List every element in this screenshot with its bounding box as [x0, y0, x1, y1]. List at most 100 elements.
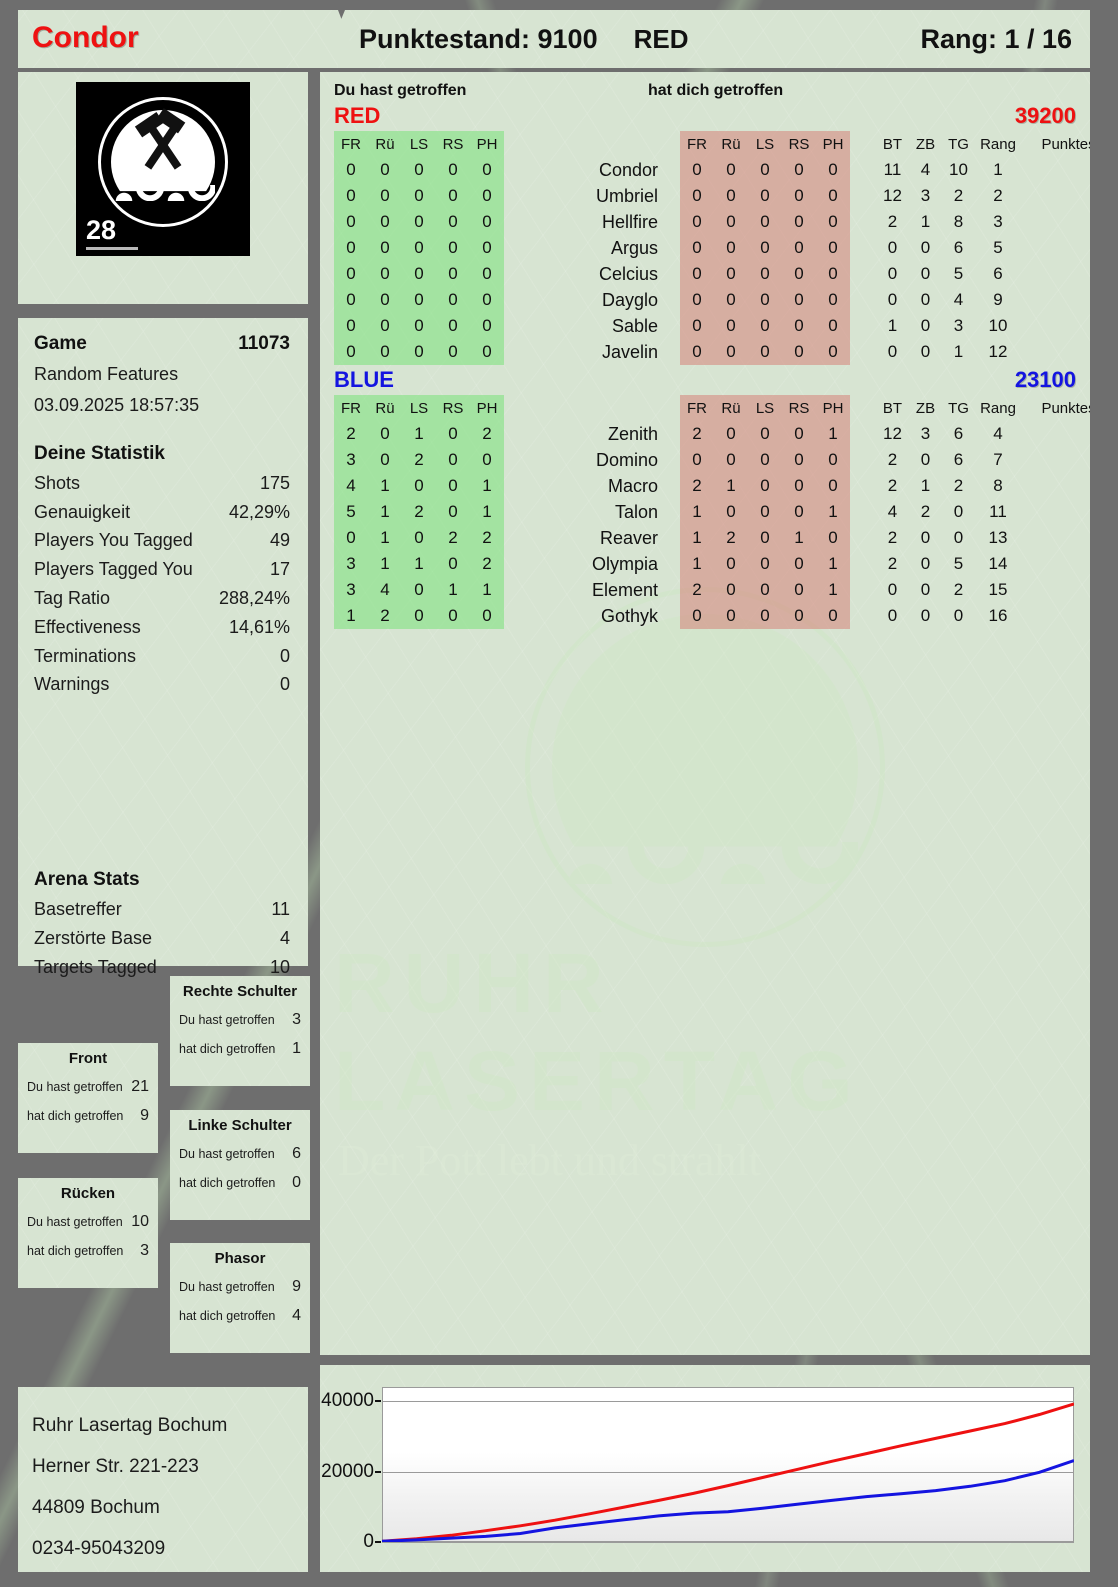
stat-value: 0 [279, 645, 290, 666]
body-part-title: Phasor [214, 1250, 266, 1267]
body-part-label: hat dich getroffen [27, 1244, 124, 1258]
cell-got-FR: 1 [680, 551, 714, 577]
table-row[interactable]: 00000Condor000001141019100 [334, 157, 1090, 183]
logo-number: 28 [86, 215, 117, 245]
cell-rang: 12 [988, 342, 1008, 361]
cell-got-Rü: 0 [714, 603, 748, 629]
col-head-zb: ZB [915, 399, 936, 417]
table-row[interactable]: 30200Domino0000020674200 [334, 447, 1090, 473]
spacer [850, 131, 876, 157]
cell-score: 2300 [1021, 525, 1090, 551]
team-name: RED [334, 103, 381, 128]
cell-got-LS: 0 [748, 287, 782, 313]
cell-got-RS: 0 [782, 473, 816, 499]
table-row[interactable]: 12000Gothyk0000000016300 [334, 603, 1090, 629]
cell-tg: 6 [953, 424, 964, 443]
table-row[interactable]: 31102Olympia10001205142200 [334, 551, 1090, 577]
chart-gridline [382, 1542, 1074, 1543]
cell-got-RS: 0 [782, 157, 816, 183]
body-part-back: Rücken Du hast getroffen 10 hat dich getrof… [18, 1178, 158, 1288]
table-header-row: FRRüLSRSPHFRRüLSRSPHBTZBTGRangPunktestan… [334, 395, 1090, 421]
game-id: 11073 [238, 333, 290, 354]
cell-hit-LS: 0 [402, 339, 436, 365]
cell-tg: 6 [953, 450, 964, 469]
cell-zb: 3 [920, 424, 931, 443]
cell-got-RS: 0 [782, 287, 816, 313]
cell-bt: 11 [883, 160, 902, 179]
cell-zb: 0 [920, 580, 931, 599]
col-head-got-LS: LS [748, 131, 782, 157]
table-row[interactable]: 20102Zenith20001123644800 [334, 421, 1090, 447]
address-line: Herner Str. 221-223 [32, 1456, 199, 1477]
game-header: Game 11073 [34, 330, 290, 359]
spacer [850, 421, 876, 447]
cell-got-RS: 0 [782, 421, 816, 447]
cell-hit-Rü: 1 [368, 551, 402, 577]
cell-hit-Rü: 0 [368, 287, 402, 313]
cell-got-Rü: 0 [714, 577, 748, 603]
cell-hit-RS: 0 [436, 421, 470, 447]
cell-rang: 10 [988, 316, 1008, 335]
table-row[interactable]: 01022Reaver12010200132300 [334, 525, 1090, 551]
cell-got-RS: 0 [782, 209, 816, 235]
cell-tg: 0 [953, 528, 964, 547]
table-row[interactable]: 51201Talon10001420113400 [334, 499, 1090, 525]
ruhr-lasertag-logo-icon: 28 [76, 82, 250, 256]
personal-stats-list: Shots 175 Genauigkeit 42,29% Players You Tag… [34, 469, 290, 699]
stat-value: 42,29% [228, 501, 290, 522]
cell-got-Rü: 0 [714, 421, 748, 447]
address-line: 0234-95043209 [32, 1538, 166, 1559]
table-row[interactable]: 00000Javelin00000001122900 [334, 339, 1090, 365]
heading-you-hit: Du hast getroffen [334, 82, 467, 99]
cell-hit-RS: 0 [436, 339, 470, 365]
cell-zb: 1 [920, 212, 931, 231]
cell-hit-PH: 2 [470, 551, 504, 577]
chart-ytick-label: 0 [363, 1531, 374, 1552]
col-head-got-LS: LS [748, 395, 782, 421]
cell-hit-PH: 0 [470, 183, 504, 209]
teams-container: RED 39200 FR Rü LS RS PH FR Rü LS RS PH BT ZB TG Rang Pu… [334, 103, 1090, 629]
table-row[interactable]: 34011Element20001002151800 [334, 577, 1090, 603]
col-head-name [540, 131, 664, 157]
cell-got-LS: 0 [748, 183, 782, 209]
cell-hit-PH: 0 [470, 157, 504, 183]
cell-hit-FR: 0 [334, 235, 368, 261]
table-row[interactable]: 00000Sable00000103103500 [334, 313, 1090, 339]
cell-hit-PH: 0 [470, 339, 504, 365]
table-row[interactable]: 00000Argus0000000654600 [334, 235, 1090, 261]
cell-rang: 1 [993, 160, 1003, 179]
cell-got-LS: 0 [748, 339, 782, 365]
cell-hit-Rü: 0 [368, 447, 402, 473]
cell-hit-FR: 0 [334, 339, 368, 365]
stat-label: Terminations [34, 645, 137, 666]
spacer [850, 157, 876, 183]
spacer [504, 261, 540, 287]
cell-got-Rü: 0 [714, 235, 748, 261]
table-row[interactable]: 00000Dayglo0000000493700 [334, 287, 1090, 313]
cell-hit-Rü: 2 [368, 603, 402, 629]
body-part-value: 1 [292, 1040, 301, 1057]
body-part-value: 6 [292, 1145, 301, 1162]
cell-got-PH: 0 [816, 209, 850, 235]
table-row[interactable]: 41001Macro2100021284100 [334, 473, 1090, 499]
cell-zb: 2 [920, 502, 931, 521]
cell-bt: 2 [887, 212, 898, 231]
cell-bt: 0 [887, 290, 898, 309]
table-row[interactable]: 00000Celcius0000000564400 [334, 261, 1090, 287]
cell-got-RS: 0 [782, 577, 816, 603]
table-row[interactable]: 00000Umbriel00000123225700 [334, 183, 1090, 209]
body-part-title: Rücken [60, 1185, 116, 1202]
col-head-got-RS: RS [782, 131, 816, 157]
cell-got-RS: 0 [782, 183, 816, 209]
cell-hit-LS: 0 [402, 235, 436, 261]
cell-player-name: Sable [611, 315, 658, 336]
col-head-got-FR: FR [680, 131, 714, 157]
body-part-value: 9 [292, 1278, 301, 1295]
table-row[interactable]: 00000Hellfire0000021835300 [334, 209, 1090, 235]
stat-value: 10 [269, 956, 290, 977]
cell-hit-Rü: 0 [368, 261, 402, 287]
cell-got-RS: 0 [782, 313, 816, 339]
cell-got-PH: 0 [816, 261, 850, 287]
stat-value: 11 [271, 899, 290, 920]
col-head-score: Punktestand: [1041, 399, 1090, 417]
